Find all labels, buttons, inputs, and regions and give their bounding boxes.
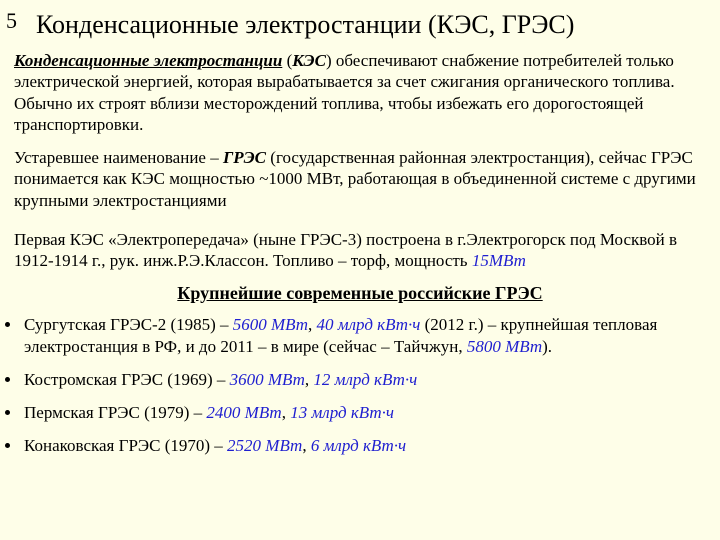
plant-name: Пермская ГРЭС (1979) – (24, 403, 206, 422)
abbr-kes: КЭС (292, 51, 326, 70)
power-value: 5600 МВт (233, 315, 308, 334)
text: , (302, 436, 311, 455)
abbr-gres: ГРЭС (223, 148, 266, 167)
plant-name: Сургутская ГРЭС-2 (1985) – (24, 315, 233, 334)
energy-value: 13 млрд кВт·ч (290, 403, 394, 422)
paragraph-definition: Конденсационные электростанции (КЭС) обе… (14, 50, 706, 135)
energy-value: 6 млрд кВт·ч (311, 436, 406, 455)
plant-name: Конаковская ГРЭС (1970) – (24, 436, 227, 455)
term-kes: Конденсационные электростанции (14, 51, 282, 70)
slide-number: 5 (6, 8, 17, 34)
text: ( (282, 51, 292, 70)
text: ). (542, 337, 552, 356)
plant-name: Костромская ГРЭС (1969) – (24, 370, 230, 389)
paragraph-history: Первая КЭС «Электропередача» (ныне ГРЭС-… (14, 229, 706, 272)
power-value: 15МВт (472, 251, 526, 270)
slide-title: Конденсационные электростанции (КЭС, ГРЭ… (36, 10, 706, 40)
energy-value: 40 млрд кВт·ч (317, 315, 421, 334)
paragraph-gres-name: Устаревшее наименование – ГРЭС (государс… (14, 147, 706, 211)
power-value: 3600 МВт (230, 370, 305, 389)
slide: 5 Конденсационные электростанции (КЭС, Г… (0, 0, 720, 540)
subheading-largest-gres: Крупнейшие современные российские ГРЭС (14, 283, 706, 304)
gres-list: Сургутская ГРЭС-2 (1985) – 5600 МВт, 40 … (14, 314, 706, 456)
list-item: Сургутская ГРЭС-2 (1985) – 5600 МВт, 40 … (22, 314, 706, 357)
energy-value: 12 млрд кВт·ч (313, 370, 417, 389)
power-value: 5800 МВт (467, 337, 542, 356)
text: , (308, 315, 317, 334)
list-item: Конаковская ГРЭС (1970) – 2520 МВт, 6 мл… (22, 435, 706, 456)
text: , (282, 403, 291, 422)
power-value: 2520 МВт (227, 436, 302, 455)
text: ) (326, 51, 336, 70)
list-item: Пермская ГРЭС (1979) – 2400 МВт, 13 млрд… (22, 402, 706, 423)
text: Первая КЭС «Электропередача» (ныне ГРЭС-… (14, 230, 677, 270)
text: Устаревшее наименование – (14, 148, 223, 167)
list-item: Костромская ГРЭС (1969) – 3600 МВт, 12 м… (22, 369, 706, 390)
power-value: 2400 МВт (206, 403, 281, 422)
